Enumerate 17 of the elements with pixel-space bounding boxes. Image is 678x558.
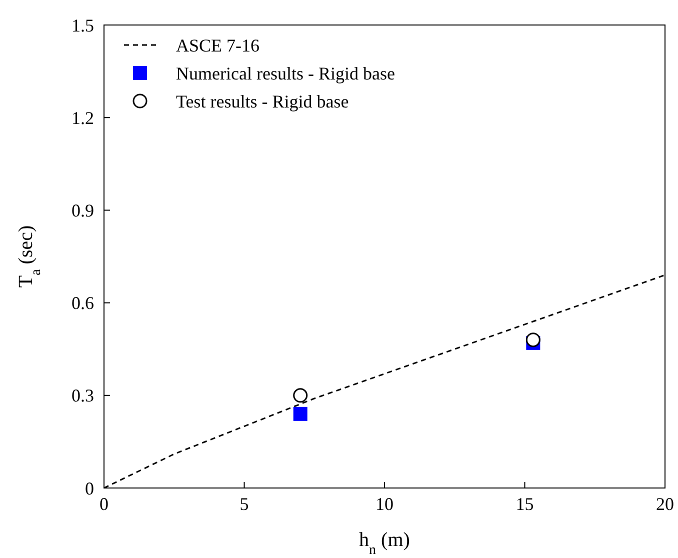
x-tick-label: 15 <box>516 494 534 514</box>
point <box>293 406 308 421</box>
point <box>526 332 540 348</box>
y-tick-label: 0.6 <box>72 293 94 314</box>
y-tick-label: 1.2 <box>72 108 94 128</box>
legend-label: ASCE 7-16 <box>176 35 260 56</box>
x-tick-label: 0 <box>100 494 108 514</box>
x-tick-label: 20 <box>656 494 674 514</box>
legend-label: Test results - Rigid base <box>176 91 349 112</box>
y-tick-label: 0.9 <box>72 200 94 220</box>
y-tick-label: 1.5 <box>72 15 94 36</box>
legend-label: Numerical results - Rigid base <box>176 63 395 84</box>
y-tick-label: 0.3 <box>72 386 94 406</box>
x-axis-title: h$_{n}$ (m) <box>359 529 410 558</box>
y-tick-label: 0 <box>85 478 94 498</box>
x-tick-label: 5 <box>240 494 249 514</box>
x-tick-label: 10 <box>376 494 394 514</box>
